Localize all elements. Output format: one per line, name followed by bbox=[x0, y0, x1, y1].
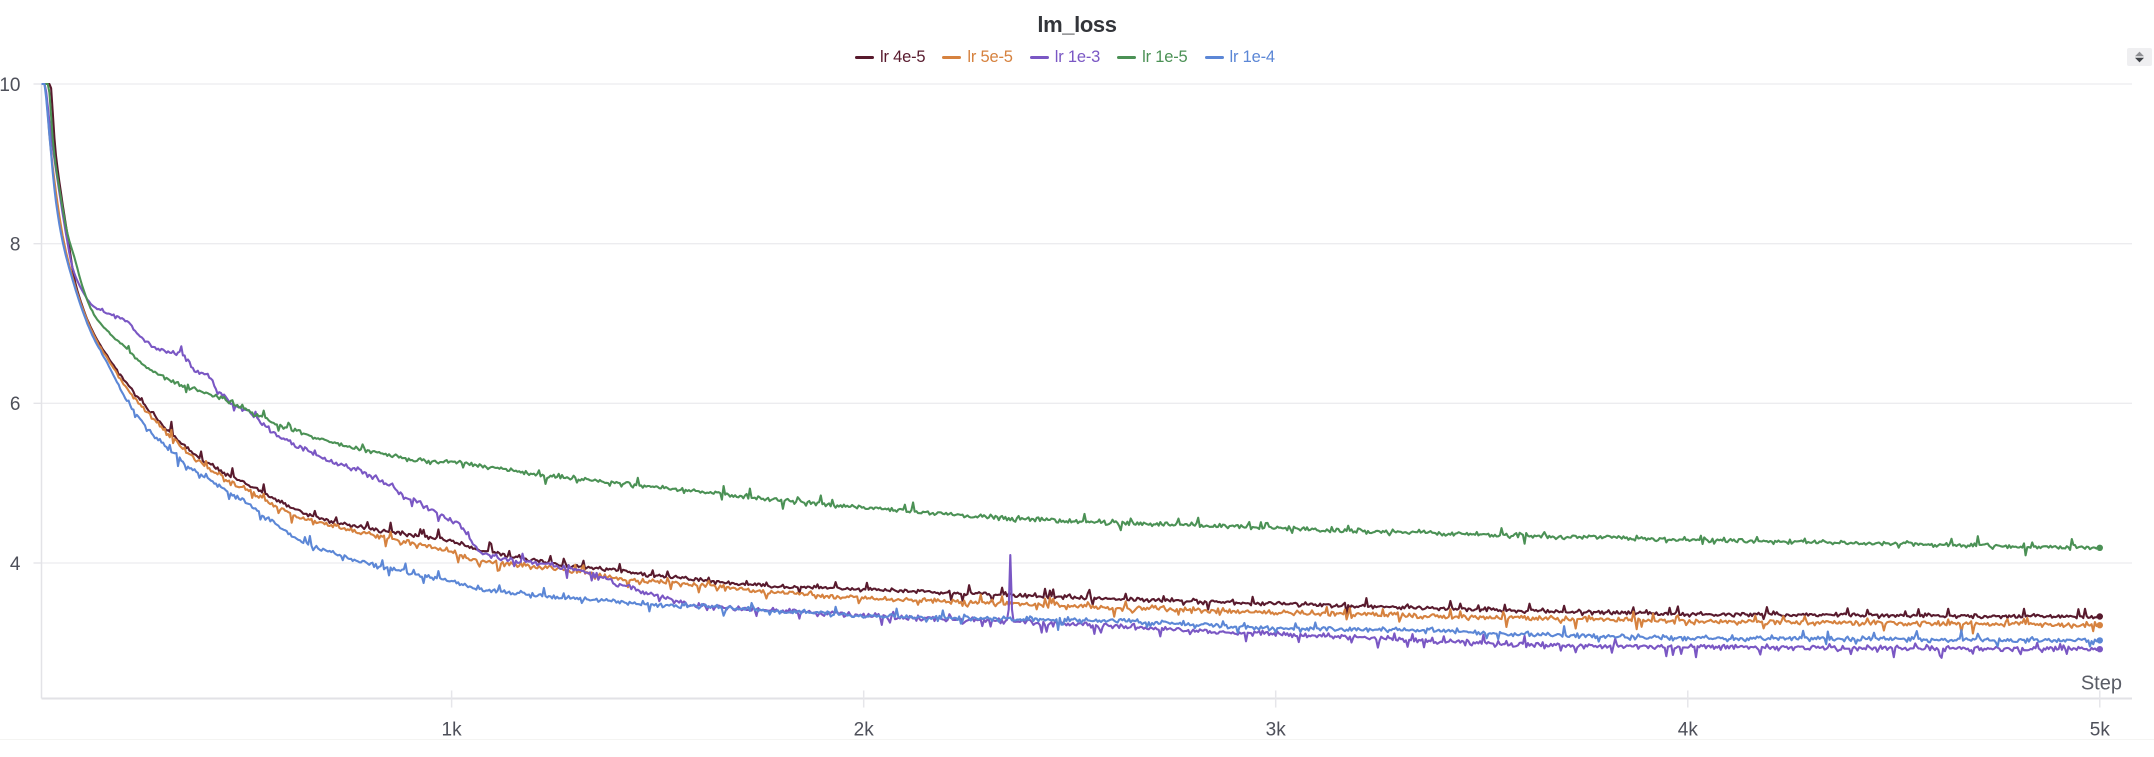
svg-text:3k: 3k bbox=[1266, 720, 1287, 741]
svg-text:Step: Step bbox=[2081, 673, 2122, 695]
svg-text:4k: 4k bbox=[1678, 720, 1699, 741]
svg-text:5k: 5k bbox=[2090, 720, 2111, 741]
svg-text:1k: 1k bbox=[442, 720, 463, 741]
svg-text:6: 6 bbox=[10, 394, 21, 415]
svg-text:8: 8 bbox=[10, 235, 21, 256]
svg-text:4: 4 bbox=[10, 554, 21, 575]
svg-text:2k: 2k bbox=[854, 720, 875, 741]
svg-text:10: 10 bbox=[0, 75, 21, 96]
